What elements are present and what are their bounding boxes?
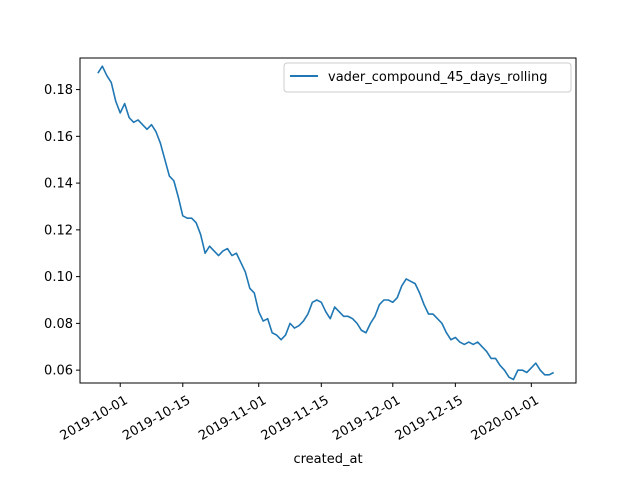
y-tick-label: 0.18: [44, 83, 73, 98]
y-tick-label: 0.12: [44, 223, 73, 238]
axes-frame: [79, 57, 577, 384]
y-tick-label: 0.14: [44, 177, 73, 192]
plot-area: [97, 65, 555, 381]
y-axis: 0.06 0.08 0.10 0.12 0.14 0.16 0.18: [44, 83, 80, 379]
legend-box: [283, 62, 572, 93]
series-line-0: [97, 65, 555, 381]
y-tick-label: 0.06: [44, 364, 73, 379]
y-tick-label: 0.10: [44, 270, 73, 285]
legend-label: vader_compound_45_days_rolling: [328, 70, 548, 85]
y-tick-label: 0.16: [44, 130, 73, 145]
y-tick-label: 0.08: [44, 317, 73, 332]
x-axis-label: created_at: [293, 452, 362, 467]
legend: vader_compound_45_days_rolling: [283, 62, 572, 93]
